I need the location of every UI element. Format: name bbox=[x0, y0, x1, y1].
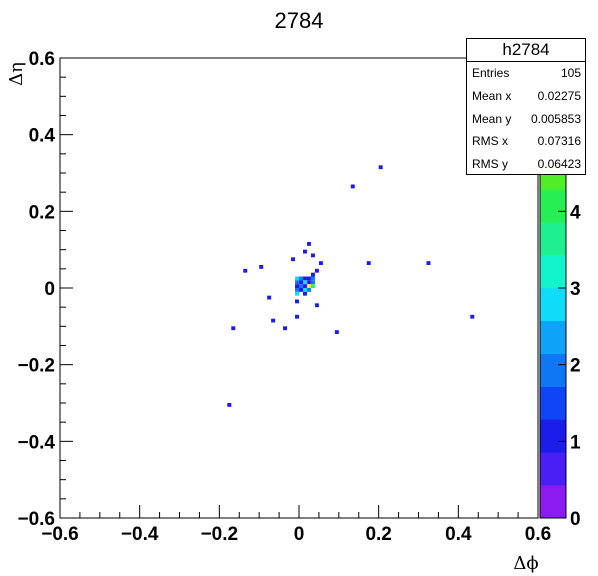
stats-row-label: Mean x bbox=[472, 88, 512, 103]
heatmap-cell bbox=[306, 276, 311, 281]
palette-segment bbox=[540, 222, 566, 256]
stats-row-value: 0.07316 bbox=[537, 134, 581, 149]
y-tick-label: 0 bbox=[44, 279, 55, 300]
stats-row-label: Entries bbox=[472, 66, 510, 80]
heatmap-cell bbox=[299, 288, 303, 292]
heatmap-cell bbox=[310, 280, 315, 285]
heatmap-cell bbox=[302, 280, 307, 285]
heatmap-cell bbox=[295, 280, 299, 285]
palette-segment bbox=[540, 386, 566, 420]
palette-segment bbox=[540, 320, 566, 355]
palette-tick-label: 0 bbox=[570, 509, 581, 530]
x-axis: −0.6 −0.4 −0.2 0 0.2 0.4 0.6 bbox=[41, 505, 551, 545]
stats-row: Mean x 0.02275 bbox=[467, 85, 585, 108]
heatmap-cell bbox=[283, 326, 288, 331]
stats-row-label: RMS y bbox=[472, 157, 508, 172]
heatmap-cell bbox=[318, 261, 323, 265]
heatmap-cell bbox=[314, 268, 319, 273]
palette-segment bbox=[540, 353, 566, 387]
x-tick-label: −0.6 bbox=[41, 524, 79, 545]
y-axis: −0.6 −0.4 −0.2 0 0.2 0.4 0.6 bbox=[17, 49, 73, 530]
stats-row: RMS x 0.07316 bbox=[467, 130, 585, 153]
stats-row-value: 0.02275 bbox=[537, 88, 581, 103]
palette-segment bbox=[540, 288, 566, 322]
heatmap-cell bbox=[334, 330, 339, 334]
heatmap-cell bbox=[302, 291, 307, 296]
heatmap-cell bbox=[378, 165, 383, 170]
heatmap-cell bbox=[302, 249, 307, 254]
heatmap-cell bbox=[310, 284, 315, 288]
palette-segment bbox=[540, 419, 566, 453]
heatmap-cell bbox=[302, 288, 307, 292]
heatmap-cell bbox=[295, 299, 299, 304]
chart-title: 2784 bbox=[275, 8, 324, 33]
heatmap-cell bbox=[350, 184, 355, 189]
stats-rows: Entries 105 Mean x 0.02275 Mean y 0.005853 RMS… bbox=[467, 62, 585, 176]
heatmap-cell bbox=[295, 291, 299, 296]
heatmap-cell bbox=[306, 288, 311, 292]
heatmap-cell bbox=[470, 314, 475, 319]
heatmap-cell bbox=[295, 288, 299, 292]
palette-segment bbox=[540, 189, 566, 223]
heatmap-cell bbox=[366, 261, 371, 265]
heatmap-cell bbox=[306, 280, 311, 285]
stats-row-value: 105 bbox=[560, 66, 581, 80]
stats-row: RMS y 0.06423 bbox=[467, 153, 585, 176]
stats-title: h2784 bbox=[467, 39, 585, 62]
heatmap-cell bbox=[243, 268, 248, 273]
x-tick-label: 0.4 bbox=[445, 524, 472, 545]
heatmap-cells bbox=[227, 165, 475, 407]
x-axis-label: Δϕ bbox=[513, 553, 538, 574]
heatmap-cell bbox=[267, 295, 272, 300]
heatmap-cell bbox=[426, 261, 431, 265]
y-tick-label: −0.4 bbox=[17, 432, 55, 453]
stats-row-value: 0.005853 bbox=[530, 111, 581, 126]
stats-row: Entries 105 bbox=[467, 62, 585, 85]
y-tick-label: 0.6 bbox=[29, 49, 55, 70]
palette-tick-label: 3 bbox=[570, 279, 581, 300]
palette-tick-label: 2 bbox=[570, 356, 581, 377]
palette-segment bbox=[540, 255, 566, 289]
x-tick-label: −0.2 bbox=[201, 524, 239, 545]
heatmap-cell bbox=[291, 257, 296, 262]
heatmap-cell bbox=[302, 284, 307, 288]
y-tick-label: 0.2 bbox=[29, 202, 55, 223]
palette-tick-label: 1 bbox=[570, 432, 581, 453]
heatmap-cell bbox=[314, 303, 319, 308]
x-tick-label: −0.4 bbox=[121, 524, 159, 545]
heatmap-cell bbox=[310, 272, 315, 277]
heatmap-cell bbox=[299, 280, 303, 285]
x-tick-label: 0.6 bbox=[525, 524, 551, 545]
y-tick-label: −0.6 bbox=[17, 509, 55, 530]
y-axis-label: Δη bbox=[6, 62, 27, 86]
heatmap-cell bbox=[310, 253, 315, 258]
palette-segment bbox=[540, 485, 566, 519]
stats-row: Mean y 0.005853 bbox=[467, 108, 585, 131]
palette-tick-label: 4 bbox=[570, 202, 581, 223]
heatmap-cell bbox=[306, 284, 311, 288]
heatmap-cell bbox=[295, 284, 299, 288]
stats-row-label: Mean y bbox=[472, 111, 512, 126]
stats-row-value: 0.06423 bbox=[537, 157, 581, 172]
heatmap-cell bbox=[306, 242, 311, 246]
heatmap-cell bbox=[271, 318, 276, 323]
x-tick-label: 0 bbox=[294, 524, 305, 545]
y-tick-label: 0.4 bbox=[29, 126, 56, 147]
stats-row-label: RMS x bbox=[472, 134, 508, 149]
palette-segment bbox=[540, 452, 566, 486]
heatmap-cell bbox=[259, 265, 264, 269]
heatmap-cell bbox=[295, 314, 299, 319]
y-tick-label: −0.2 bbox=[17, 356, 55, 377]
heatmap-cell bbox=[299, 276, 303, 281]
stats-box: h2784 Entries 105 Mean x 0.02275 Mean y 0.005… bbox=[466, 38, 586, 175]
heatmap-cell bbox=[231, 326, 236, 331]
x-tick-label: 0.2 bbox=[365, 524, 391, 545]
heatmap-cell bbox=[310, 276, 315, 281]
heatmap-cell bbox=[227, 403, 232, 407]
heatmap-cell bbox=[302, 276, 307, 281]
heatmap-cell bbox=[295, 276, 299, 281]
heatmap-cell bbox=[299, 284, 303, 288]
